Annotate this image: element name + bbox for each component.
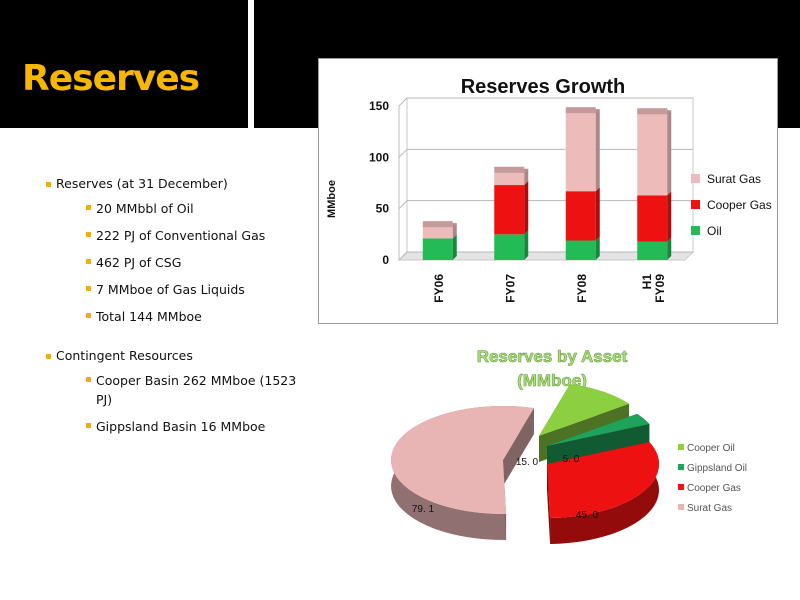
x-tick-label: FY06 (432, 274, 446, 303)
pie-legend-item-cooper-oil: Cooper Oil (678, 443, 735, 454)
pie-legend-item-surat-gas: Surat Gas (678, 503, 732, 514)
x-tick-label: FY08 (575, 274, 589, 303)
bar-top-face (422, 221, 453, 228)
y-axis-label: MMboe (326, 180, 338, 218)
bar-segment-cooper-gas-fy07 (494, 181, 529, 235)
pie-slice-surat-gas (391, 406, 534, 540)
bullet-square-icon (86, 232, 91, 237)
bullet-square-icon (86, 286, 91, 291)
chart-title: Reserves Growth (461, 76, 626, 98)
bar-segment-surat-gas-fy06 (422, 223, 457, 239)
y-tick-label: 100 (369, 150, 389, 164)
sub-bullet-item: 222 PJ of Conventional Gas (86, 226, 316, 245)
sub-bullet-item: 20 MMbbl of Oil (86, 199, 316, 218)
svg-text:FY06: FY06 (432, 274, 446, 303)
svg-text:Surat Gas: Surat Gas (687, 503, 732, 514)
bar-segment-surat-gas-fy07 (494, 168, 529, 186)
pie-legend-item-gippsland-oil: Gippsland Oil (678, 463, 747, 474)
svg-text:FY08: FY08 (575, 274, 589, 303)
bar-segment-cooper-gas-h1-fy09 (637, 191, 672, 242)
legend-item-oil: Oil (691, 224, 722, 238)
bullet-text: 7 MMboe of Gas Liquids (96, 282, 245, 297)
sub-bullet-item: Gippsland Basin 16 MMboe (86, 417, 316, 436)
svg-text:Gippsland Oil: Gippsland Oil (687, 463, 747, 474)
pie-slice-cooper-gas (547, 442, 659, 544)
y-tick-label: 0 (382, 253, 389, 267)
pie-data-label: 45. 0 (576, 510, 599, 521)
bar-top-face (637, 108, 668, 115)
gridline (398, 97, 693, 107)
sub-bullet-item: Cooper Basin 262 MMboe (1523 PJ) (86, 371, 316, 409)
slide-title: Reserves (22, 58, 200, 99)
bullet-text: 222 PJ of Conventional Gas (96, 228, 266, 243)
sub-bullet-item: 7 MMboe of Gas Liquids (86, 280, 316, 299)
pie-title-line-1: Reserves by Asset (477, 347, 628, 366)
pie-data-label: 79. 1 (412, 504, 435, 515)
bullet-text: Contingent Resources (56, 348, 193, 363)
bullet-square-icon (86, 313, 91, 318)
bullet-square-icon (46, 354, 51, 359)
svg-text:Cooper Oil: Cooper Oil (687, 443, 735, 454)
sub-bullet-item: Total 144 MMboe (86, 307, 316, 326)
bar-segment-oil-fy08 (565, 236, 600, 260)
bullet-square-icon (86, 377, 91, 382)
bar-segment-surat-gas-h1-fy09 (637, 110, 672, 196)
bullet-square-icon (86, 423, 91, 428)
svg-text:H1: H1 (640, 274, 654, 290)
bullet-text: Reserves (at 31 December) (56, 176, 228, 191)
bar-top-face (494, 166, 525, 173)
svg-text:Cooper Gas: Cooper Gas (687, 483, 741, 494)
pie-data-label: 15. 0 (516, 457, 539, 468)
sub-bullet-item: 462 PJ of CSG (86, 253, 316, 272)
pie-legend-item-cooper-gas: Cooper Gas (678, 483, 741, 494)
svg-text:Surat Gas: Surat Gas (707, 172, 761, 186)
bullet-square-icon (86, 259, 91, 264)
x-tick-label: H1 FY09 (640, 274, 667, 303)
reserves-growth-chart: Reserves Growth MMboe 0 50 100 150 FY06 FY07… (318, 58, 778, 324)
bar-segment-oil-fy07 (494, 230, 529, 260)
svg-text:FY09: FY09 (653, 274, 667, 303)
pie-data-label: 5. 0 (563, 454, 580, 465)
svg-text:Cooper Gas: Cooper Gas (707, 198, 772, 212)
y-tick-label: 150 (369, 99, 389, 113)
bullet-text: Cooper Basin 262 MMboe (1523 PJ) (96, 373, 297, 407)
bullet-text: 20 MMbbl of Oil (96, 201, 194, 216)
bullet-gap (46, 334, 316, 348)
y-tick-label: 50 (376, 202, 390, 216)
svg-text:Oil: Oil (707, 224, 722, 238)
reserves-growth-svg: Reserves Growth MMboe 0 50 100 150 FY06 FY07… (326, 76, 772, 303)
reserves-by-asset-chart: Reserves by Asset (MMboe) 15. 0 5. 045. 0… (391, 347, 747, 544)
bullet-list: Reserves (at 31 December) 20 MMbbl of Oil… (46, 176, 316, 444)
bullet-text: 462 PJ of CSG (96, 255, 182, 270)
bar-segment-cooper-gas-fy08 (565, 187, 600, 241)
bullet-square-icon (86, 205, 91, 210)
bullet-item: Reserves (at 31 December) (46, 176, 316, 191)
bullet-text: Gippsland Basin 16 MMboe (96, 419, 266, 434)
bullet-text: Total 144 MMboe (96, 309, 202, 324)
bullet-square-icon (46, 182, 51, 187)
header-divider (248, 0, 254, 128)
x-tick-label: FY07 (503, 274, 517, 303)
legend-item-surat-gas: Surat Gas (691, 172, 761, 186)
bullet-item: Contingent Resources (46, 348, 316, 363)
bar-top-face (565, 107, 596, 114)
bar-segment-oil-fy06 (422, 234, 457, 260)
legend-item-cooper-gas: Cooper Gas (691, 198, 772, 212)
bar-segment-oil-h1-fy09 (637, 237, 672, 260)
svg-text:FY07: FY07 (503, 274, 517, 303)
bar-segment-surat-gas-fy08 (565, 109, 600, 192)
